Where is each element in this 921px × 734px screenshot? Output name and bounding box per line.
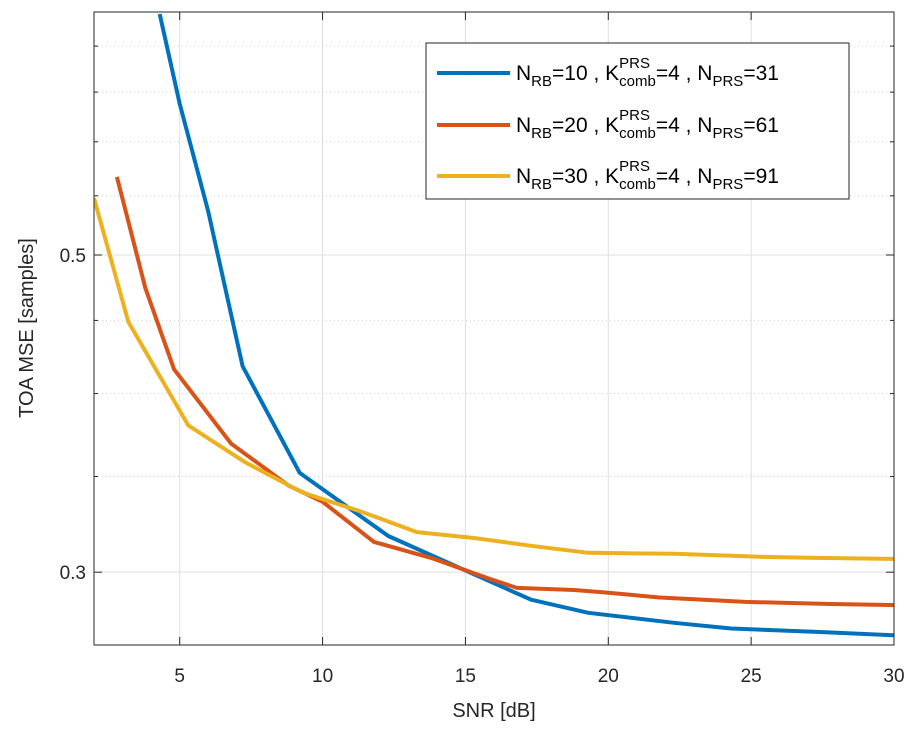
- x-tick-label: 10: [312, 666, 333, 687]
- x-tick-label: 20: [598, 666, 619, 687]
- x-tick-label: 30: [883, 666, 904, 687]
- legend-label-3: NRB=30 , KPRS comb=4 , NPRS=91: [516, 158, 779, 193]
- y-axis-label: TOA MSE [samples]: [16, 238, 38, 418]
- x-tick-label: 5: [174, 666, 185, 687]
- legend-label-2: NRB=20 , KPRS comb=4 , NPRS=61: [516, 107, 779, 142]
- series-lines: [94, 13, 894, 638]
- legend-label-1: NRB=10 , KPRS comb=4 , NPRS=31: [516, 55, 779, 90]
- y-tick-label: 0.5: [60, 246, 86, 267]
- series-line-3: [94, 197, 894, 561]
- legend-box: [425, 42, 850, 200]
- x-tick-label: 25: [741, 666, 762, 687]
- y-tick-label: 0.3: [60, 563, 86, 584]
- legend: NRB=10 , KPRS comb=4 , NPRS=31 NRB=20 , KP…: [425, 42, 850, 200]
- x-tick-label: 15: [455, 666, 476, 687]
- series-line-2: [114, 176, 894, 608]
- x-axis-label: SNR [dB]: [452, 700, 535, 722]
- axis-ticks: 5 10 15 20 25 30 0.3 0.5: [60, 12, 905, 687]
- plot-frame: [93, 11, 895, 646]
